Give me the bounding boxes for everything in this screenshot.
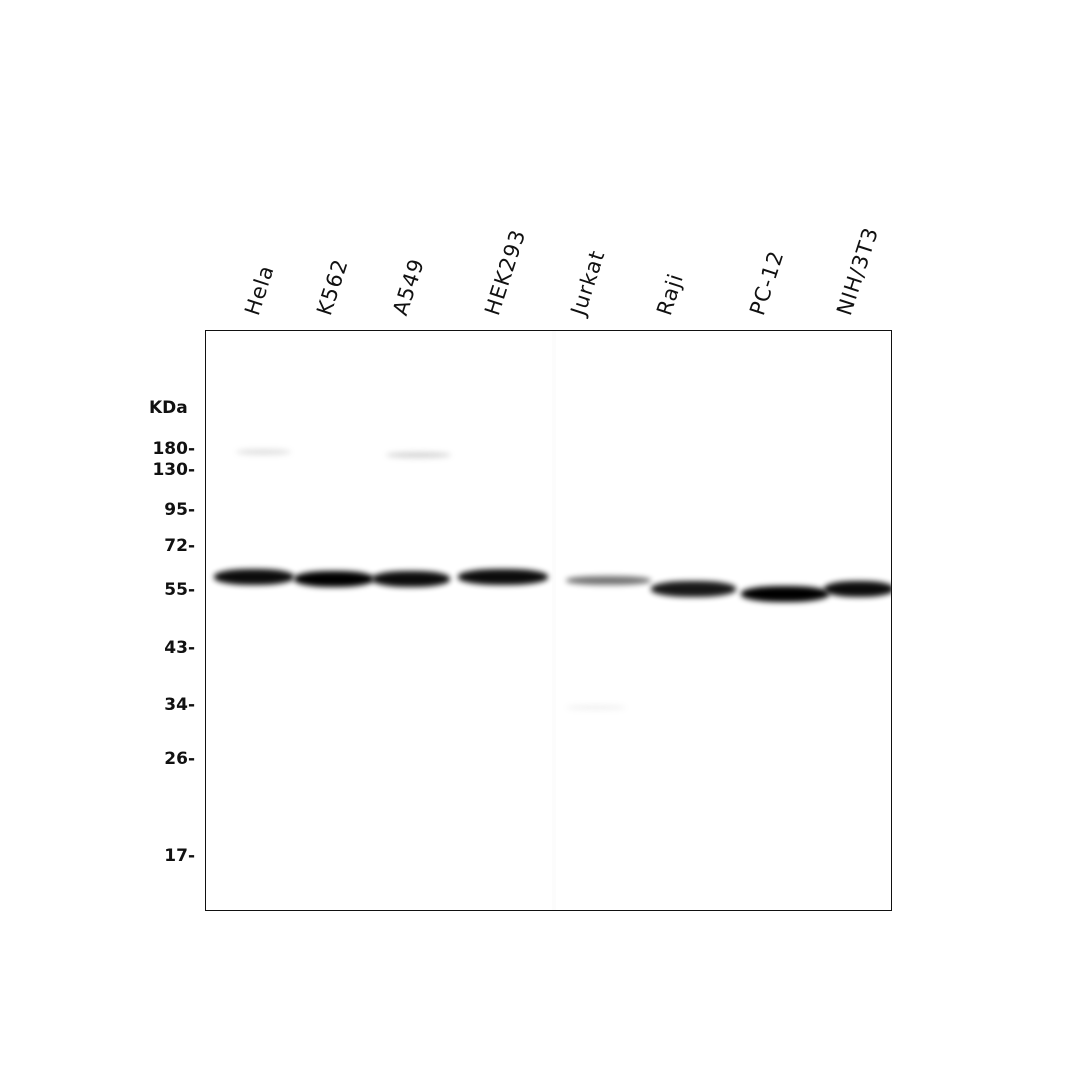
band-hek293 [458, 569, 548, 585]
marker-34: 34- [164, 695, 195, 715]
band-pc12 [741, 586, 829, 602]
faint-band [236, 449, 291, 455]
band-raji [651, 581, 736, 597]
marker-95: 95- [164, 500, 195, 520]
membrane-splice-gap [552, 331, 556, 910]
band-a549 [372, 571, 450, 587]
blot-membrane [205, 330, 892, 911]
lane-label-k562: K562 [312, 255, 353, 319]
lane-label-hek293: HEK293 [480, 226, 531, 319]
lane-label-raji: Raji [652, 270, 689, 319]
band-hela [214, 569, 294, 585]
lane-label-nih3t3: NIH/3T3 [832, 224, 884, 319]
marker-130: 130- [152, 460, 195, 480]
marker-72: 72- [164, 536, 195, 556]
marker-17: 17- [164, 846, 195, 866]
kda-unit-label: KDa [149, 398, 188, 418]
lane-label-pc12: PC-12 [745, 247, 789, 319]
band-nih3t3 [824, 581, 891, 597]
band-jurkat [566, 576, 651, 585]
lane-label-hela: Hela [240, 261, 279, 319]
lane-label-jurkat: Jurkat [566, 247, 610, 319]
lane-label-a549: A549 [388, 255, 430, 319]
marker-26: 26- [164, 749, 195, 769]
faint-band [566, 705, 626, 710]
marker-180: 180- [152, 439, 195, 459]
faint-band [386, 452, 451, 458]
marker-43: 43- [164, 638, 195, 658]
band-k562 [294, 571, 374, 587]
marker-55: 55- [164, 580, 195, 600]
